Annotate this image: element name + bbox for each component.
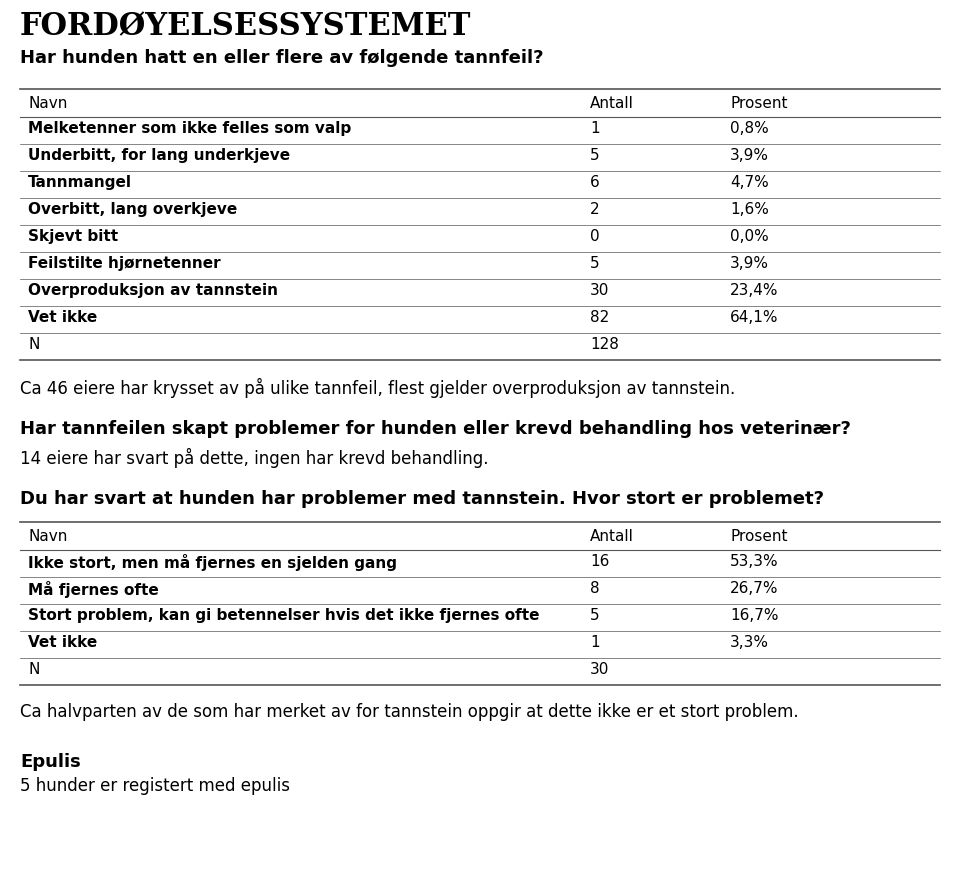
Text: 16: 16 (590, 554, 610, 569)
Text: 5: 5 (590, 608, 600, 623)
Text: Feilstilte hjørnetenner: Feilstilte hjørnetenner (28, 256, 221, 271)
Text: Skjevt bitt: Skjevt bitt (28, 229, 118, 244)
Text: Antall: Antall (590, 96, 634, 111)
Text: 53,3%: 53,3% (730, 554, 779, 569)
Text: 23,4%: 23,4% (730, 283, 779, 298)
Text: 1: 1 (590, 121, 600, 136)
Text: Navn: Navn (28, 529, 67, 544)
Text: 128: 128 (590, 337, 619, 352)
Text: Har tannfeilen skapt problemer for hunden eller krevd behandling hos veterinær?: Har tannfeilen skapt problemer for hunde… (20, 420, 851, 438)
Text: 5 hunder er registert med epulis: 5 hunder er registert med epulis (20, 777, 290, 795)
Text: FORDØYELSESSYSTEMET: FORDØYELSESSYSTEMET (20, 11, 471, 42)
Text: Stort problem, kan gi betennelser hvis det ikke fjernes ofte: Stort problem, kan gi betennelser hvis d… (28, 608, 540, 623)
Text: 5: 5 (590, 148, 600, 163)
Text: 1,6%: 1,6% (730, 202, 769, 217)
Text: 16,7%: 16,7% (730, 608, 779, 623)
Text: Vet ikke: Vet ikke (28, 310, 97, 325)
Text: 30: 30 (590, 283, 610, 298)
Text: Vet ikke: Vet ikke (28, 635, 97, 650)
Text: 8: 8 (590, 581, 600, 596)
Text: 3,9%: 3,9% (730, 148, 769, 163)
Text: Underbitt, for lang underkjeve: Underbitt, for lang underkjeve (28, 148, 290, 163)
Text: 30: 30 (590, 662, 610, 677)
Text: Ikke stort, men må fjernes en sjelden gang: Ikke stort, men må fjernes en sjelden ga… (28, 554, 397, 571)
Text: 64,1%: 64,1% (730, 310, 779, 325)
Text: N: N (28, 662, 39, 677)
Text: 6: 6 (590, 175, 600, 190)
Text: Prosent: Prosent (730, 96, 787, 111)
Text: 0,8%: 0,8% (730, 121, 769, 136)
Text: 3,3%: 3,3% (730, 635, 769, 650)
Text: 1: 1 (590, 635, 600, 650)
Text: 3,9%: 3,9% (730, 256, 769, 271)
Text: Epulis: Epulis (20, 753, 81, 771)
Text: Ca 46 eiere har krysset av på ulike tannfeil, flest gjelder overproduksjon av ta: Ca 46 eiere har krysset av på ulike tann… (20, 378, 735, 398)
Text: Antall: Antall (590, 529, 634, 544)
Text: Overproduksjon av tannstein: Overproduksjon av tannstein (28, 283, 278, 298)
Text: 0: 0 (590, 229, 600, 244)
Text: Navn: Navn (28, 96, 67, 111)
Text: 26,7%: 26,7% (730, 581, 779, 596)
Text: Melketenner som ikke felles som valp: Melketenner som ikke felles som valp (28, 121, 351, 136)
Text: Prosent: Prosent (730, 529, 787, 544)
Text: Tannmangel: Tannmangel (28, 175, 132, 190)
Text: N: N (28, 337, 39, 352)
Text: 2: 2 (590, 202, 600, 217)
Text: Overbitt, lang overkjeve: Overbitt, lang overkjeve (28, 202, 237, 217)
Text: 4,7%: 4,7% (730, 175, 769, 190)
Text: Har hunden hatt en eller flere av følgende tannfeil?: Har hunden hatt en eller flere av følgen… (20, 49, 543, 67)
Text: 0,0%: 0,0% (730, 229, 769, 244)
Text: Du har svart at hunden har problemer med tannstein. Hvor stort er problemet?: Du har svart at hunden har problemer med… (20, 490, 824, 508)
Text: Ca halvparten av de som har merket av for tannstein oppgir at dette ikke er et s: Ca halvparten av de som har merket av fo… (20, 703, 799, 721)
Text: Må fjernes ofte: Må fjernes ofte (28, 581, 158, 598)
Text: 82: 82 (590, 310, 610, 325)
Text: 14 eiere har svart på dette, ingen har krevd behandling.: 14 eiere har svart på dette, ingen har k… (20, 448, 489, 468)
Text: 5: 5 (590, 256, 600, 271)
